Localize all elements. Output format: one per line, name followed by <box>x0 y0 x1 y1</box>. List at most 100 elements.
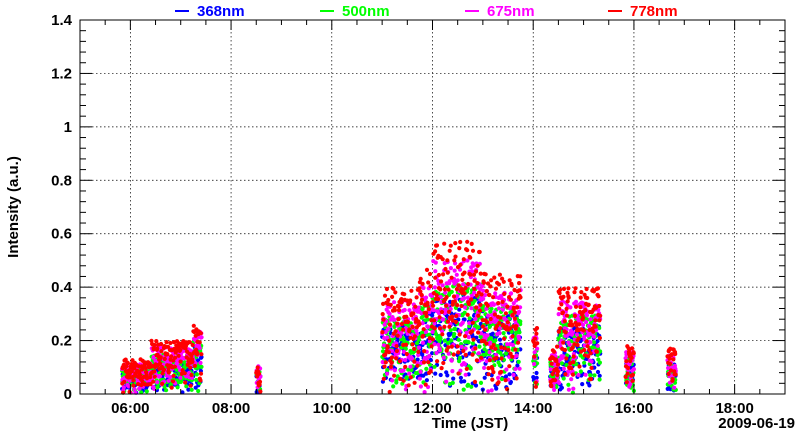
data-point <box>383 352 388 357</box>
data-point <box>478 380 484 385</box>
data-point <box>419 301 424 306</box>
data-point <box>438 372 443 378</box>
data-point <box>197 345 202 351</box>
data-point <box>475 281 480 286</box>
data-point <box>480 324 485 329</box>
data-point <box>549 361 554 366</box>
data-point <box>499 356 504 361</box>
data-point <box>588 340 593 345</box>
data-point <box>488 284 493 289</box>
data-point <box>626 365 631 371</box>
data-point <box>463 285 468 291</box>
data-point <box>470 320 475 325</box>
data-point <box>439 366 444 371</box>
data-point <box>446 345 451 350</box>
data-point <box>586 302 591 307</box>
data-point <box>499 369 504 375</box>
data-point <box>432 326 437 331</box>
data-point <box>566 387 572 392</box>
data-point <box>402 307 407 313</box>
data-point <box>440 332 445 337</box>
data-point <box>122 379 127 384</box>
data-point <box>558 326 563 331</box>
data-point <box>430 329 435 334</box>
data-point <box>511 301 516 306</box>
data-point <box>457 332 462 337</box>
data-point <box>473 346 478 351</box>
data-point <box>452 258 457 263</box>
data-point <box>416 349 421 354</box>
data-point <box>437 348 442 353</box>
data-point <box>507 364 512 369</box>
data-point <box>417 321 422 327</box>
data-point <box>387 389 392 395</box>
data-point <box>594 305 599 310</box>
data-point <box>560 310 566 315</box>
data-point <box>570 330 575 335</box>
data-point <box>489 306 494 311</box>
data-point <box>494 386 499 391</box>
data-point <box>398 376 403 381</box>
data-point <box>672 385 677 390</box>
data-point <box>597 360 603 365</box>
data-point <box>569 366 574 371</box>
data-point <box>188 365 193 370</box>
data-point <box>494 323 499 329</box>
data-point <box>584 286 589 292</box>
data-point <box>484 341 489 346</box>
data-point <box>487 350 492 355</box>
data-point <box>164 373 169 378</box>
data-point <box>574 362 579 367</box>
data-point <box>586 354 591 359</box>
data-point <box>446 287 451 292</box>
data-point <box>406 367 411 372</box>
data-point <box>503 311 508 316</box>
data-point <box>579 290 584 295</box>
data-point <box>631 367 637 372</box>
data-point <box>580 382 585 387</box>
data-point <box>457 307 462 312</box>
data-point <box>570 372 576 377</box>
data-point <box>469 241 474 246</box>
data-point <box>430 300 435 305</box>
data-point <box>397 359 402 364</box>
data-point <box>500 299 505 304</box>
data-point <box>598 349 603 354</box>
data-point <box>516 359 521 364</box>
data-point <box>137 373 143 378</box>
data-point <box>595 338 600 344</box>
data-point <box>175 385 180 390</box>
data-point <box>568 305 573 310</box>
data-point <box>412 359 417 364</box>
data-point <box>410 342 415 347</box>
data-point <box>421 327 426 332</box>
data-point <box>433 249 438 254</box>
data-point <box>448 243 453 248</box>
data-point <box>387 311 392 316</box>
data-point <box>394 378 399 383</box>
data-point <box>184 384 189 389</box>
data-point <box>456 350 461 355</box>
data-point <box>564 356 569 361</box>
data-point <box>139 390 144 395</box>
data-point <box>474 305 479 310</box>
data-point <box>449 358 454 363</box>
data-point <box>399 297 404 302</box>
data-point <box>485 320 490 325</box>
data-point <box>502 346 507 351</box>
data-point <box>484 289 489 294</box>
data-point <box>457 359 462 364</box>
data-point <box>477 249 482 255</box>
data-point <box>583 308 588 313</box>
data-point <box>491 295 496 300</box>
data-point <box>562 319 567 324</box>
data-point <box>587 383 592 388</box>
data-point <box>485 333 490 338</box>
data-point <box>449 331 454 336</box>
data-point <box>414 295 419 300</box>
data-point <box>505 304 510 309</box>
data-point <box>390 294 395 299</box>
data-point <box>408 364 413 369</box>
data-point <box>514 376 519 381</box>
data-point <box>595 286 601 291</box>
